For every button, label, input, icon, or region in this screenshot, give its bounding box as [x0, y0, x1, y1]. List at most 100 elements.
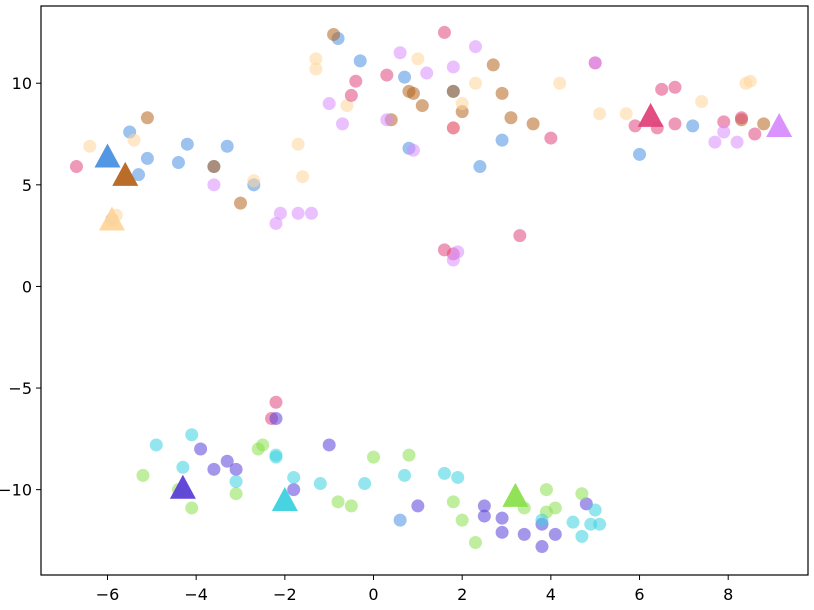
data-point	[477, 509, 491, 523]
data-point	[344, 88, 358, 102]
data-point	[273, 206, 287, 220]
data-point	[553, 76, 567, 90]
data-point	[495, 511, 509, 525]
data-point	[229, 462, 243, 476]
data-point	[304, 206, 318, 220]
data-point	[393, 46, 407, 60]
data-point	[420, 66, 434, 80]
data-point	[322, 438, 336, 452]
data-point	[593, 517, 607, 531]
data-point	[668, 117, 682, 131]
data-point	[477, 499, 491, 513]
data-point	[468, 40, 482, 54]
data-point	[411, 52, 425, 66]
data-point	[234, 196, 248, 210]
data-point	[398, 468, 412, 482]
data-point	[185, 428, 199, 442]
data-point	[593, 107, 607, 121]
data-point	[446, 84, 460, 98]
centroids-layer	[94, 102, 793, 511]
data-point	[229, 487, 243, 501]
data-point	[402, 448, 416, 462]
data-point	[446, 121, 460, 135]
data-point	[69, 160, 83, 174]
data-point	[730, 135, 744, 149]
data-point	[504, 111, 518, 125]
data-point	[535, 513, 549, 527]
data-point	[406, 143, 420, 157]
data-point	[367, 450, 381, 464]
x-tick-label: −2	[273, 585, 297, 604]
data-point	[393, 513, 407, 527]
data-point	[256, 438, 270, 452]
data-point	[269, 216, 283, 230]
data-point	[588, 56, 602, 70]
data-point	[171, 155, 185, 169]
centroid-marker	[271, 486, 298, 511]
data-point	[140, 151, 154, 165]
data-point	[415, 99, 429, 113]
data-point	[437, 25, 451, 39]
data-point	[468, 76, 482, 90]
data-point	[686, 119, 700, 133]
data-point	[544, 131, 558, 145]
y-tick-label: 5	[22, 176, 32, 195]
y-axis: −10 −5 0 5 10	[0, 74, 41, 500]
data-point	[313, 477, 327, 491]
data-point	[132, 168, 146, 182]
x-tick-label: −4	[184, 585, 208, 604]
data-point	[757, 117, 771, 131]
data-point	[548, 501, 562, 515]
data-point	[717, 125, 731, 139]
data-point	[287, 483, 301, 497]
data-point	[695, 95, 709, 109]
data-point	[451, 470, 465, 484]
x-tick-label: 6	[634, 585, 644, 604]
centroid-marker	[637, 102, 664, 127]
data-point	[575, 487, 589, 501]
data-point	[185, 501, 199, 515]
data-point	[309, 62, 323, 76]
data-point	[455, 97, 469, 111]
centroid-marker	[169, 474, 196, 499]
data-point	[513, 229, 527, 243]
data-point	[446, 495, 460, 509]
data-point	[247, 174, 261, 188]
data-point	[708, 135, 722, 149]
centroid-marker	[502, 482, 529, 507]
data-point	[619, 107, 633, 121]
data-point	[140, 111, 154, 125]
data-point	[136, 468, 150, 482]
x-tick-label: 0	[368, 585, 378, 604]
x-tick-label: 4	[546, 585, 556, 604]
data-point	[127, 133, 141, 147]
data-point	[406, 86, 420, 100]
data-point	[473, 160, 487, 174]
data-point	[269, 450, 283, 464]
data-point	[398, 70, 412, 84]
data-point	[344, 499, 358, 513]
x-axis: −6 −4 −2 0 2 4 6 8	[96, 575, 733, 604]
plot-frame	[40, 5, 809, 576]
data-point	[327, 27, 341, 41]
data-point	[668, 80, 682, 94]
data-point	[207, 178, 221, 192]
data-point	[455, 513, 469, 527]
x-tick-label: −6	[96, 585, 120, 604]
y-tick-label: −5	[8, 379, 32, 398]
data-point	[269, 412, 283, 426]
data-point	[340, 99, 354, 113]
data-point	[655, 82, 669, 96]
data-point	[548, 527, 562, 541]
data-point	[331, 495, 345, 509]
data-point	[588, 503, 602, 517]
data-point	[353, 54, 367, 68]
data-point	[207, 160, 221, 174]
data-point	[296, 170, 310, 184]
points-layer	[69, 25, 771, 554]
centroid-marker	[112, 161, 139, 186]
data-point	[309, 52, 323, 66]
centroid-marker	[98, 206, 125, 231]
